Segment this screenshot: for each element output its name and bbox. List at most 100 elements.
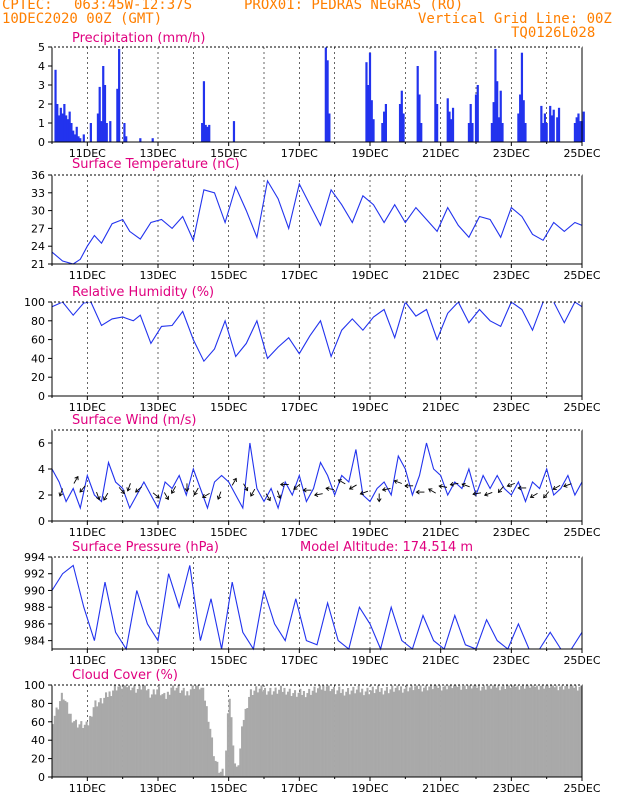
cloud-bar [251, 695, 254, 777]
rh-ytick-label: 80 [31, 315, 45, 328]
wind-xtick-label: 21DEC [422, 526, 459, 539]
precip-bar [68, 111, 71, 142]
cloud-bar [267, 691, 270, 777]
cloud-bar [306, 693, 309, 777]
cloud-bar [163, 692, 166, 777]
wind-arrow [563, 483, 572, 487]
precip-bar [103, 85, 107, 142]
precip-bar [123, 123, 126, 142]
precip-xtick-label: 23DEC [493, 147, 530, 160]
cloud-bar [447, 685, 450, 777]
precip-bar [446, 98, 449, 142]
cloud-bar [143, 685, 146, 777]
rh-xtick-label: 13DEC [139, 401, 176, 414]
wind-arrow-head [449, 481, 454, 487]
precip-bar [467, 123, 471, 142]
cloud-bar [119, 685, 122, 777]
cloud-bar [520, 685, 523, 777]
cloud-bar [108, 691, 111, 777]
cloud-bar [329, 691, 332, 777]
pressure-xtick-label: 15DEC [210, 654, 247, 667]
precip-bar [368, 52, 372, 143]
precip-panel: 0 1 2 3 4 5 11DEC 13DEC 15DEC 17DEC 19DEC 21DEC 23DE… [38, 31, 601, 160]
header-coordinates: 063:45W-12:37S [74, 0, 193, 13]
cloud-bar [384, 690, 387, 777]
precip-bar [418, 94, 421, 142]
pressure-panel: 984 986 988 990 992 994 11DEC 13DEC 15DEC 17DEC 19… [24, 540, 601, 667]
temp-xtick-label: 25DEC [563, 269, 600, 282]
temp-ytick-label: 36 [31, 169, 45, 182]
cloud-bar [562, 689, 565, 777]
cloud-bar [177, 685, 180, 777]
cloud-bar [165, 698, 168, 777]
precip-bar [54, 69, 57, 142]
cloud-bar [233, 763, 237, 777]
cloud-bar [309, 694, 312, 777]
cloud-bar [286, 691, 290, 777]
cloud-bar [414, 686, 417, 777]
wind-arrow-head [325, 486, 330, 492]
pressure-xtick-label: 23DEC [493, 654, 530, 667]
cloud-bar [294, 690, 297, 777]
cloud-bar [532, 685, 535, 777]
wind-arrow-head [497, 488, 503, 494]
cloud-bar [133, 685, 136, 777]
cloud-bar [350, 690, 353, 777]
cloud-bar [527, 685, 530, 777]
cloud-bar [394, 687, 397, 777]
wind-arrow [552, 484, 561, 490]
precip-bar [72, 130, 75, 142]
cloud-xtick-label: 19DEC [351, 782, 388, 795]
cloud-bar [551, 685, 555, 777]
precip-xtick-label: 15DEC [210, 147, 247, 160]
cloud-bar [410, 685, 413, 777]
cloud-bar [253, 690, 256, 777]
cloud-bar [57, 709, 60, 777]
cloud-bar [161, 694, 164, 777]
cloud-bar [460, 689, 463, 777]
wind-arrow-head [155, 494, 160, 499]
precip-bar [82, 134, 85, 142]
wind-panel: 0 2 4 6 11DEC 13DEC 15DEC 17DEC 19DEC 21DEC 23DEC 2… [38, 413, 601, 539]
cloud-bar [150, 694, 153, 777]
cloud-bar [423, 687, 426, 777]
cloud-bar [509, 687, 512, 777]
cloud-bar [64, 700, 67, 777]
wind-arrow [450, 482, 459, 486]
pressure-frame [51, 556, 583, 650]
cloud-bar [580, 685, 583, 777]
precip-bar [545, 123, 548, 142]
rh-xtick-label: 21DEC [422, 401, 459, 414]
cloud-bar [203, 700, 206, 777]
cloud-bar [52, 724, 55, 777]
cloud-bar [578, 686, 581, 777]
precip-bar [77, 136, 80, 142]
wind-arrow-head [293, 485, 298, 490]
cloud-bar [304, 697, 307, 777]
temp-ytick-label: 33 [31, 187, 45, 200]
wind-arrow-head [348, 485, 354, 490]
precip-bar [582, 111, 585, 142]
wind-arrow [265, 493, 271, 501]
cloud-bar [92, 707, 95, 777]
cloud-bar [172, 685, 175, 777]
rh-panel: 0 20 40 60 80 100 11DEC 13DEC 15DEC 17DEC 19DEC 21D… [24, 285, 601, 414]
cloud-bar [110, 696, 113, 777]
cloud-bar [189, 689, 192, 777]
cloud-bar [87, 725, 90, 777]
cloud-bar [491, 685, 494, 777]
wind-ytick-label: 6 [38, 437, 45, 450]
cloud-bar [412, 690, 415, 777]
precip-title: Precipitation (mm/h) [72, 31, 205, 46]
precip-bar [542, 123, 545, 142]
cloud-bar [295, 696, 298, 777]
cloud-bar [339, 692, 343, 777]
rh-ytick-label: 20 [31, 371, 45, 384]
rh-xtick-label: 25DEC [563, 401, 600, 414]
cloud-ytick-label: 40 [31, 734, 45, 747]
cloud-bar [481, 686, 484, 777]
cloud-bar [490, 688, 493, 777]
cloud-bar [239, 748, 242, 777]
temp-ytick-label: 27 [31, 222, 45, 235]
precip-bar [383, 111, 386, 142]
